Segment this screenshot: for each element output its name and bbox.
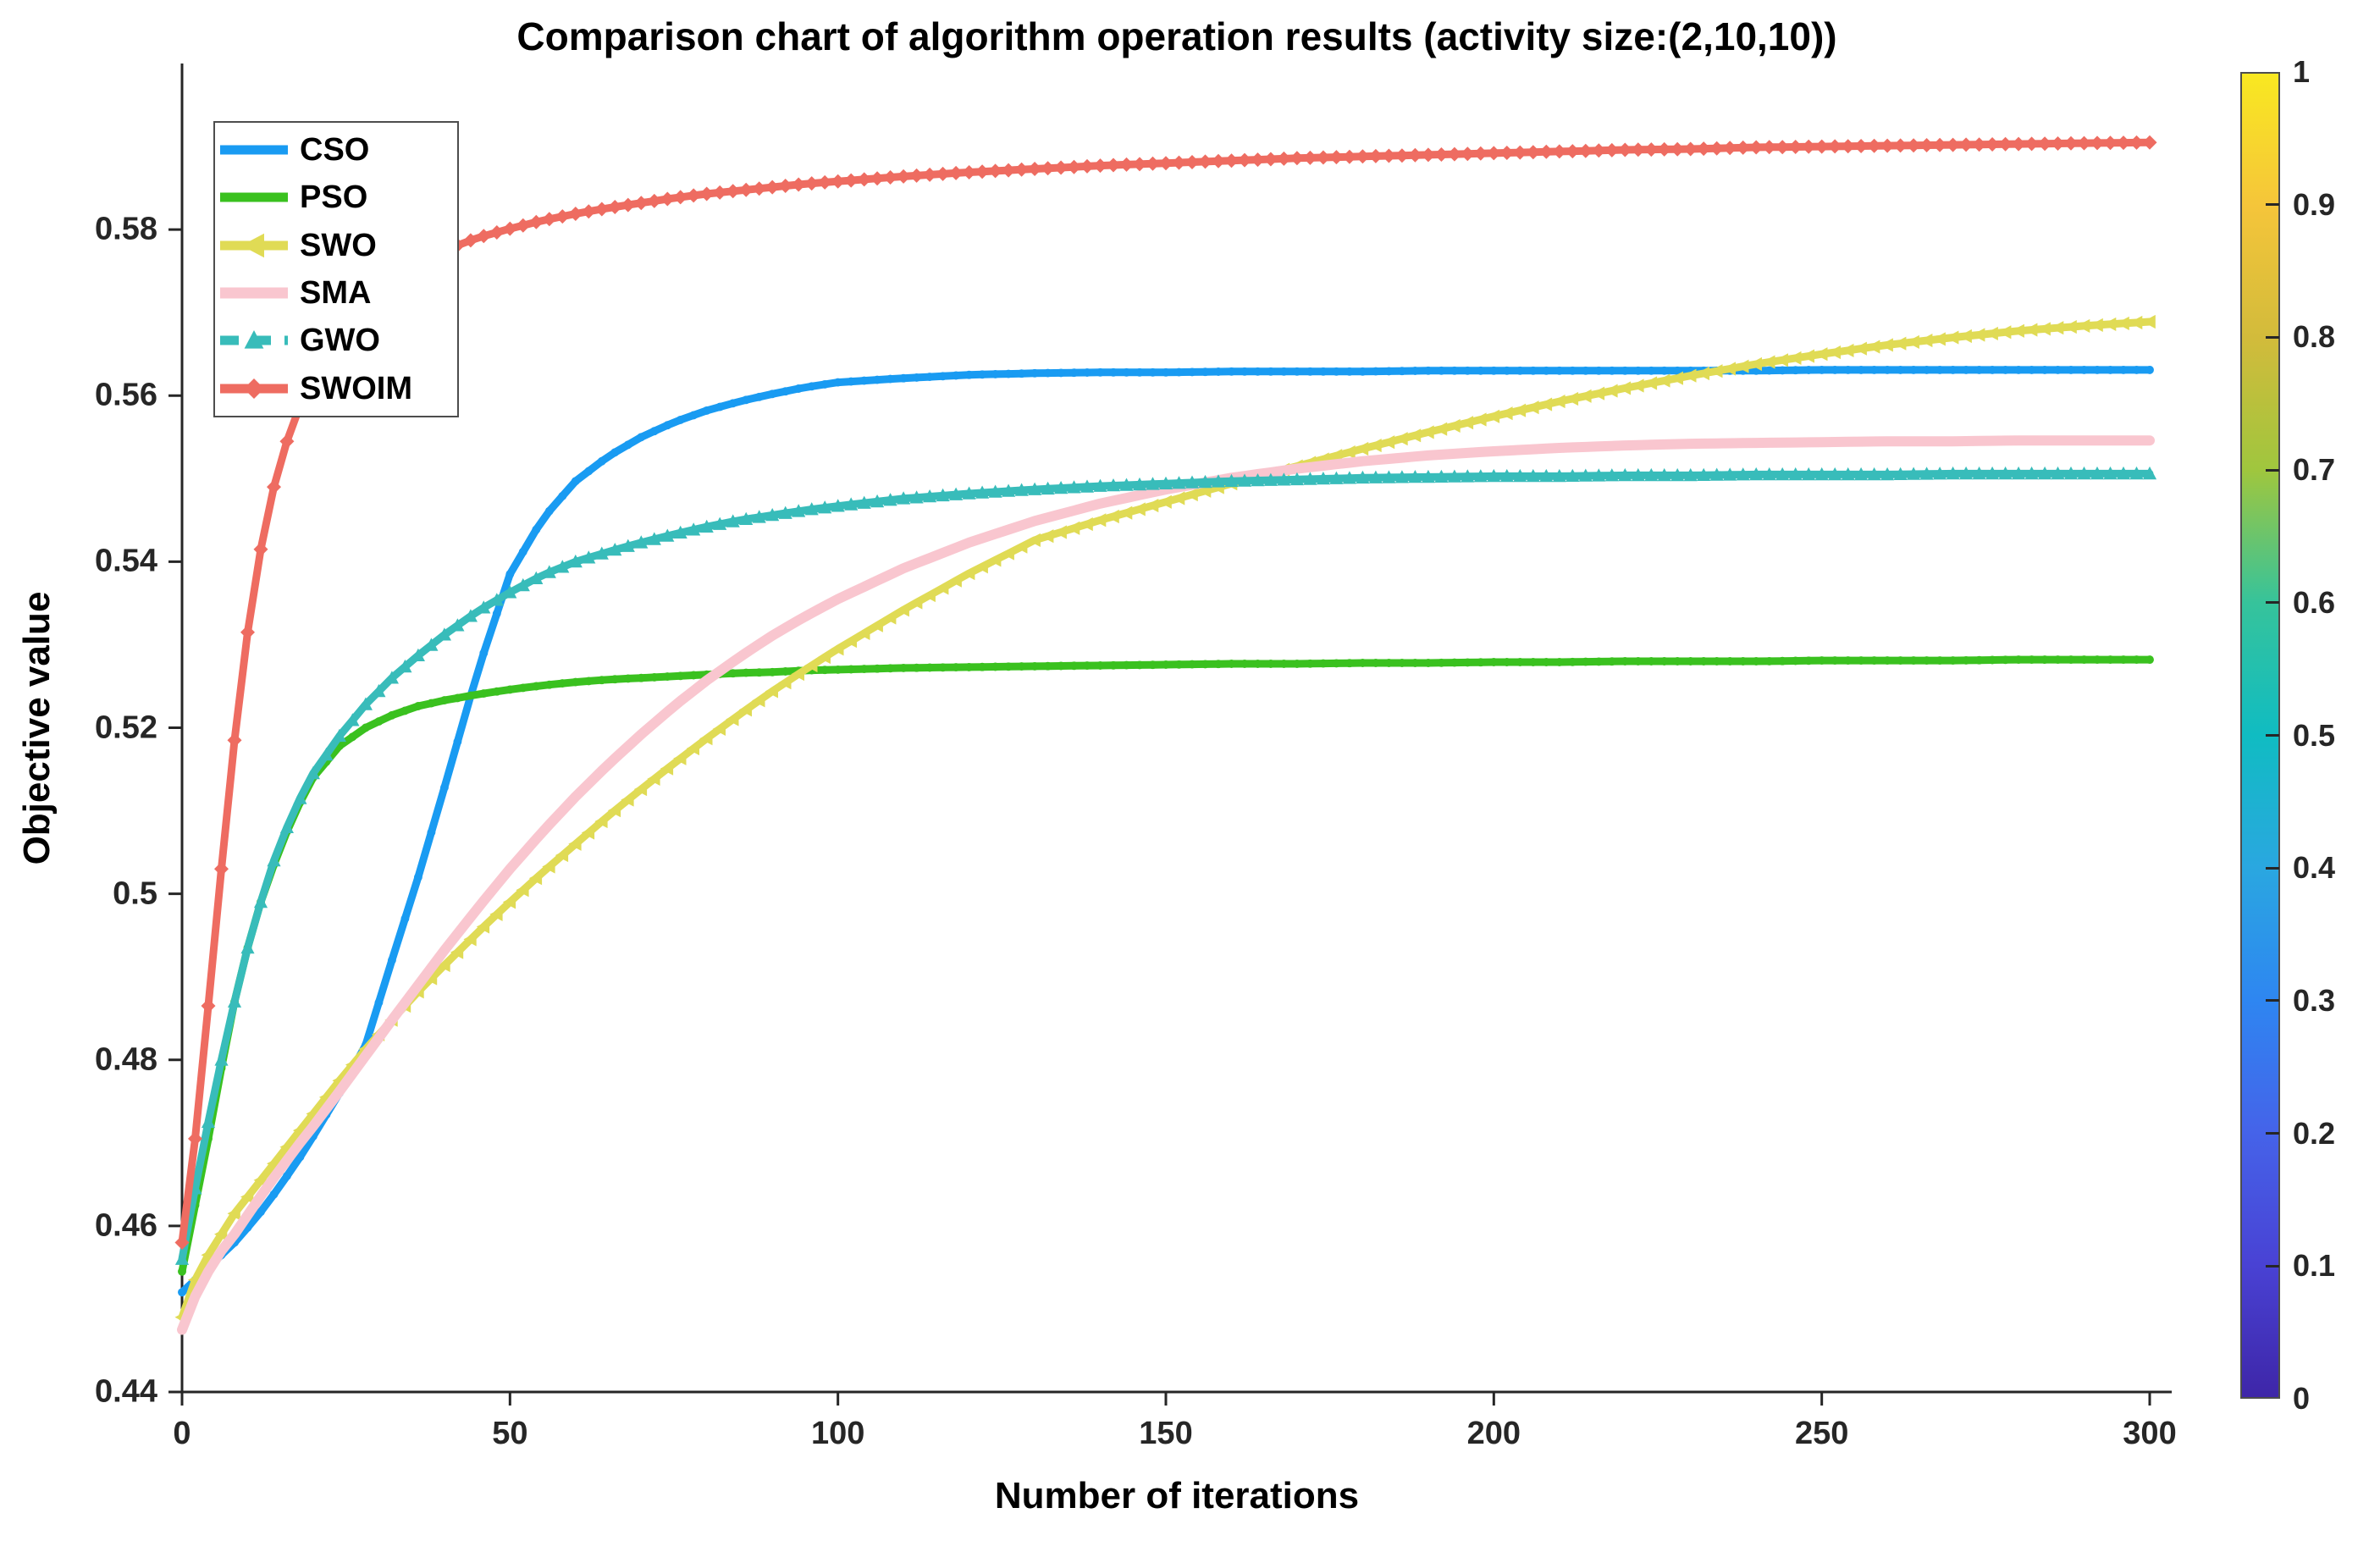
colorbar-tick-label: 0.4 xyxy=(2293,850,2336,886)
colorbar-tick-label: 0.7 xyxy=(2293,452,2336,488)
colorbar-tick xyxy=(2266,734,2279,737)
colorbar-tick-label: 0.8 xyxy=(2293,319,2336,355)
chart-legend: CSO PSO SWO SMA GWO SWOIM xyxy=(213,121,459,417)
chart-title: Comparison chart of algorithm operation … xyxy=(516,14,1837,58)
y-tick-label: 0.44 xyxy=(95,1373,157,1410)
y-tick-label: 0.46 xyxy=(95,1207,157,1244)
y-tick-label: 0.54 xyxy=(95,543,157,579)
legend-line-sample-pso xyxy=(220,192,288,202)
x-tick-label: 100 xyxy=(810,1416,865,1451)
series-line-cso xyxy=(178,365,2154,1297)
colorbar-tick xyxy=(2266,601,2279,605)
colorbar-tick xyxy=(2266,1264,2279,1268)
y-tick-label: 0.52 xyxy=(95,710,157,745)
legend-label-cso: CSO xyxy=(300,132,370,168)
colorbar-tick xyxy=(2266,866,2279,870)
colorbar-tick-label: 0.3 xyxy=(2293,982,2336,1018)
colorbar-tick-label: 0.2 xyxy=(2293,1115,2336,1151)
x-tick-label: 150 xyxy=(1139,1416,1193,1451)
y-tick-label: 0.58 xyxy=(95,211,157,247)
legend-line-sample-swo xyxy=(220,233,288,258)
colorbar-tick-label: 0 xyxy=(2293,1381,2311,1416)
legend-label-sma: SMA xyxy=(300,275,372,312)
series-line-swoim xyxy=(174,135,2157,1250)
series-line-pso xyxy=(178,655,2154,1276)
legend-label-swoim: SWOIM xyxy=(300,370,412,406)
legend-item-pso: PSO xyxy=(215,174,457,220)
y-tick-label: 0.5 xyxy=(113,875,157,912)
x-tick-label: 300 xyxy=(2123,1416,2177,1451)
legend-label-swo: SWO xyxy=(300,227,377,263)
legend-item-swo: SWO xyxy=(215,223,457,268)
colorbar-tick xyxy=(2266,335,2279,339)
colorbar-tick-label: 0.9 xyxy=(2293,186,2336,222)
colorbar-tick xyxy=(2266,468,2279,472)
colorbar-tick-label: 0.5 xyxy=(2293,717,2336,753)
x-tick-label: 250 xyxy=(1794,1416,1849,1451)
colorbar-tick-label: 0.1 xyxy=(2293,1248,2336,1284)
series-line-gwo xyxy=(174,466,2157,1265)
x-axis-label: Number of iterations xyxy=(994,1475,1360,1516)
legend-line-sample-swoim xyxy=(220,378,288,399)
legend-item-gwo: GWO xyxy=(215,318,457,363)
legend-label-pso: PSO xyxy=(300,180,368,216)
legend-item-swoim: SWOIM xyxy=(215,366,457,411)
series-line-sma xyxy=(177,435,2155,1335)
legend-label-gwo: GWO xyxy=(300,323,380,359)
legend-line-sample-sma xyxy=(220,287,288,299)
x-tick-label: 50 xyxy=(492,1416,528,1451)
colorbar-tick-label: 0.6 xyxy=(2293,584,2336,620)
colorbar-tick xyxy=(2266,999,2279,1002)
y-tick-label: 0.56 xyxy=(95,377,157,413)
x-tick-label: 200 xyxy=(1466,1416,1521,1451)
legend-item-cso: CSO xyxy=(215,127,457,173)
colorbar-tick-label: 1 xyxy=(2293,54,2311,89)
legend-item-sma: SMA xyxy=(215,270,457,316)
legend-line-sample-gwo xyxy=(220,330,288,350)
colorbar-tick xyxy=(2266,1132,2279,1135)
colorbar-tick xyxy=(2266,203,2279,207)
y-tick-label: 0.48 xyxy=(95,1041,157,1078)
x-tick-label: 0 xyxy=(173,1416,191,1451)
legend-line-sample-cso xyxy=(220,145,288,155)
